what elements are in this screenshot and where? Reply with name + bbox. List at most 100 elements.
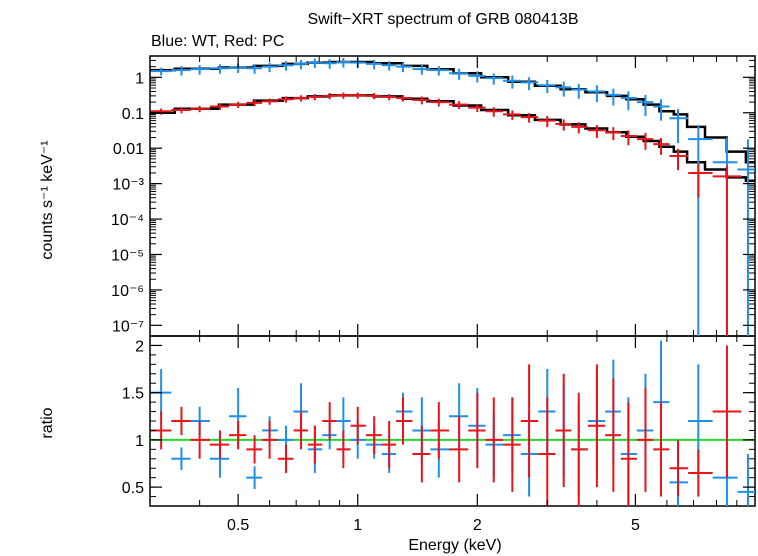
data-point-WT: [636, 94, 654, 117]
ratio-point-PC: [620, 402, 637, 506]
data-point-WT: [396, 62, 413, 73]
data-point-WT: [503, 75, 521, 89]
y-tick-label-spectrum: 10⁻⁵: [111, 247, 144, 264]
data-point-PC: [468, 104, 486, 113]
chart-subtitle: Blue: WT, Red: PC: [151, 33, 284, 50]
x-tick-label: 1: [353, 517, 362, 534]
data-point-PC: [538, 116, 556, 128]
data-point-PC: [448, 101, 469, 110]
data-point-WT: [587, 85, 606, 103]
ratio-point-PC: [587, 364, 606, 488]
data-point-PC: [653, 137, 670, 155]
data-point-WT: [365, 59, 382, 70]
chart-title: Swift−XRT spectrum of GRB 080413B: [307, 11, 578, 28]
data-point-WT: [190, 65, 210, 75]
ratio-panel-frame: [149, 335, 756, 507]
data-point-WT: [737, 139, 755, 336]
data-point-PC: [350, 92, 366, 99]
data-point-PC: [293, 95, 308, 102]
data-point-WT: [605, 88, 621, 106]
ratio-point-PC: [171, 406, 191, 436]
data-point-PC: [587, 125, 606, 139]
spectrum-panel-frame: [149, 55, 756, 337]
data-point-WT: [485, 73, 504, 85]
ratio-point-PC: [712, 345, 742, 478]
ratio-point-PC: [636, 387, 654, 492]
data-point-PC: [336, 92, 351, 99]
data-point-WT: [468, 71, 486, 83]
ratio-point-PC: [605, 378, 621, 492]
ratio-point-PC: [365, 416, 382, 455]
ratio-point-PC: [430, 402, 449, 459]
ratio-point-WT: [396, 392, 413, 431]
data-point-PC: [262, 98, 278, 105]
y-axis-label-spectrum: counts s⁻¹ keV⁻¹: [39, 140, 56, 259]
ratio-point-PC: [381, 421, 397, 469]
data-point-PC: [636, 132, 654, 150]
data-point-WT: [262, 62, 278, 73]
ratio-point-PC: [262, 421, 278, 459]
ratio-point-WT: [246, 466, 263, 489]
data-point-PC: [412, 96, 431, 105]
data-point-WT: [448, 68, 469, 80]
ratio-point-PC: [396, 397, 413, 445]
data-point-PC: [485, 107, 504, 117]
data-point-PC: [503, 110, 521, 120]
data-point-WT: [150, 67, 172, 76]
ratio-point-PC: [653, 402, 670, 497]
ratio-point-PC: [246, 435, 263, 464]
data-point-PC: [307, 94, 323, 101]
data-point-PC: [190, 105, 210, 113]
ratio-point-PC: [538, 397, 556, 506]
ratio-point-PC: [350, 406, 366, 445]
ratio-point-PC: [190, 421, 210, 459]
data-point-WT: [246, 64, 263, 74]
ratio-point-PC: [448, 416, 469, 483]
data-point-PC: [150, 108, 172, 115]
y-tick-label-ratio: 1.5: [122, 386, 144, 403]
data-point-PC: [171, 107, 191, 114]
x-tick-label: 2: [473, 517, 482, 534]
y-tick-label-spectrum: 10⁻⁷: [112, 318, 144, 335]
axis-ticks: 1 0.1 0.01 10⁻³ 10⁻⁴ 10⁻⁵ 10⁻⁶ 10⁻⁷ 0.5 1 1.5 2 0.5 1…: [111, 56, 755, 534]
ratio-point-PC: [468, 392, 486, 469]
data-point-WT: [555, 81, 572, 97]
ratio-point-PC: [520, 364, 539, 478]
ratio-point-PC: [307, 425, 323, 464]
model-line-PC-model: [150, 94, 755, 183]
data-point-WT: [322, 59, 337, 69]
data-point-PC: [430, 98, 449, 107]
data-point-PC: [246, 100, 263, 107]
y-tick-label-ratio: 2: [135, 338, 144, 355]
y-tick-label-spectrum: 10⁻³: [112, 177, 144, 194]
data-point-WT: [712, 137, 738, 336]
data-point-WT: [669, 109, 689, 144]
data-point-WT: [653, 99, 670, 121]
data-point-WT: [571, 83, 588, 99]
x-axis-label: Energy (keV): [408, 537, 501, 554]
ratio-point-PC: [412, 425, 431, 483]
y-tick-label-spectrum: 1: [135, 70, 144, 87]
data-point-PC: [322, 93, 337, 100]
ratio-point-PC: [209, 430, 230, 459]
data-point-WT: [412, 65, 431, 75]
data-point-PC: [520, 113, 539, 123]
ratio-point-WT: [737, 454, 755, 506]
data-point-WT: [620, 91, 637, 111]
data-point-WT: [430, 66, 449, 76]
ratio-point-PC: [336, 430, 351, 469]
y-axis-label-ratio: ratio: [39, 407, 56, 438]
ratio-point-WT: [171, 447, 191, 471]
data-point-WT: [209, 64, 230, 74]
data-point-PC: [555, 119, 572, 131]
ratio-point-PC: [485, 397, 504, 483]
y-tick-label-ratio: 1: [135, 433, 144, 450]
ratio-point-WT: [712, 449, 738, 506]
model-line-WT-model: [150, 60, 755, 164]
data-point-PC: [688, 163, 713, 198]
data-point-PC: [229, 101, 247, 109]
ratio-point-PC: [322, 402, 337, 440]
ratio-point-PC: [571, 392, 588, 506]
y-tick-label-spectrum: 10⁻⁶: [111, 283, 144, 300]
y-tick-label-spectrum: 0.1: [122, 106, 144, 123]
